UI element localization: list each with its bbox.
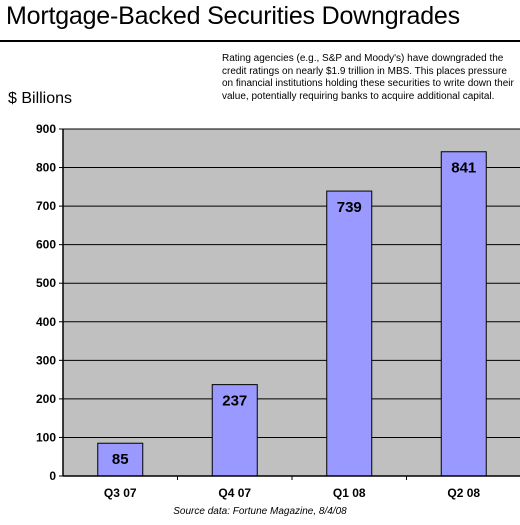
y-tick-label: 400 bbox=[36, 315, 56, 329]
y-tick-label: 300 bbox=[36, 353, 56, 367]
y-tick-label: 500 bbox=[36, 276, 56, 290]
title-divider bbox=[0, 40, 520, 42]
data-label: 841 bbox=[451, 160, 476, 177]
y-tick-label: 700 bbox=[36, 199, 56, 213]
y-tick-label: 600 bbox=[36, 238, 56, 252]
source-note: Source data: Fortune Magazine, 8/4/08 bbox=[173, 506, 347, 517]
x-tick-label: Q3 07 bbox=[104, 486, 137, 500]
data-label: 237 bbox=[222, 393, 247, 410]
x-tick-label: Q1 08 bbox=[333, 486, 366, 500]
x-tick-label: Q2 08 bbox=[447, 486, 480, 500]
y-tick-label: 100 bbox=[36, 430, 56, 444]
bar bbox=[326, 190, 373, 477]
y-tick-label: 0 bbox=[49, 469, 56, 483]
bar bbox=[211, 384, 258, 477]
chart-title: Mortgage-Backed Securities Downgrades bbox=[6, 2, 460, 30]
chart-annotation: Rating agencies (e.g., S&P and Moody's) … bbox=[222, 53, 514, 102]
y-axis-label: $ Billions bbox=[8, 90, 73, 107]
data-label: 739 bbox=[337, 199, 362, 216]
y-tick-label: 200 bbox=[36, 392, 56, 406]
bar bbox=[440, 151, 487, 477]
bar bbox=[97, 442, 144, 477]
y-tick-label: 800 bbox=[36, 161, 56, 175]
data-label: 85 bbox=[112, 451, 129, 468]
x-tick-label: Q4 07 bbox=[218, 486, 251, 500]
y-tick-label: 900 bbox=[36, 122, 56, 136]
